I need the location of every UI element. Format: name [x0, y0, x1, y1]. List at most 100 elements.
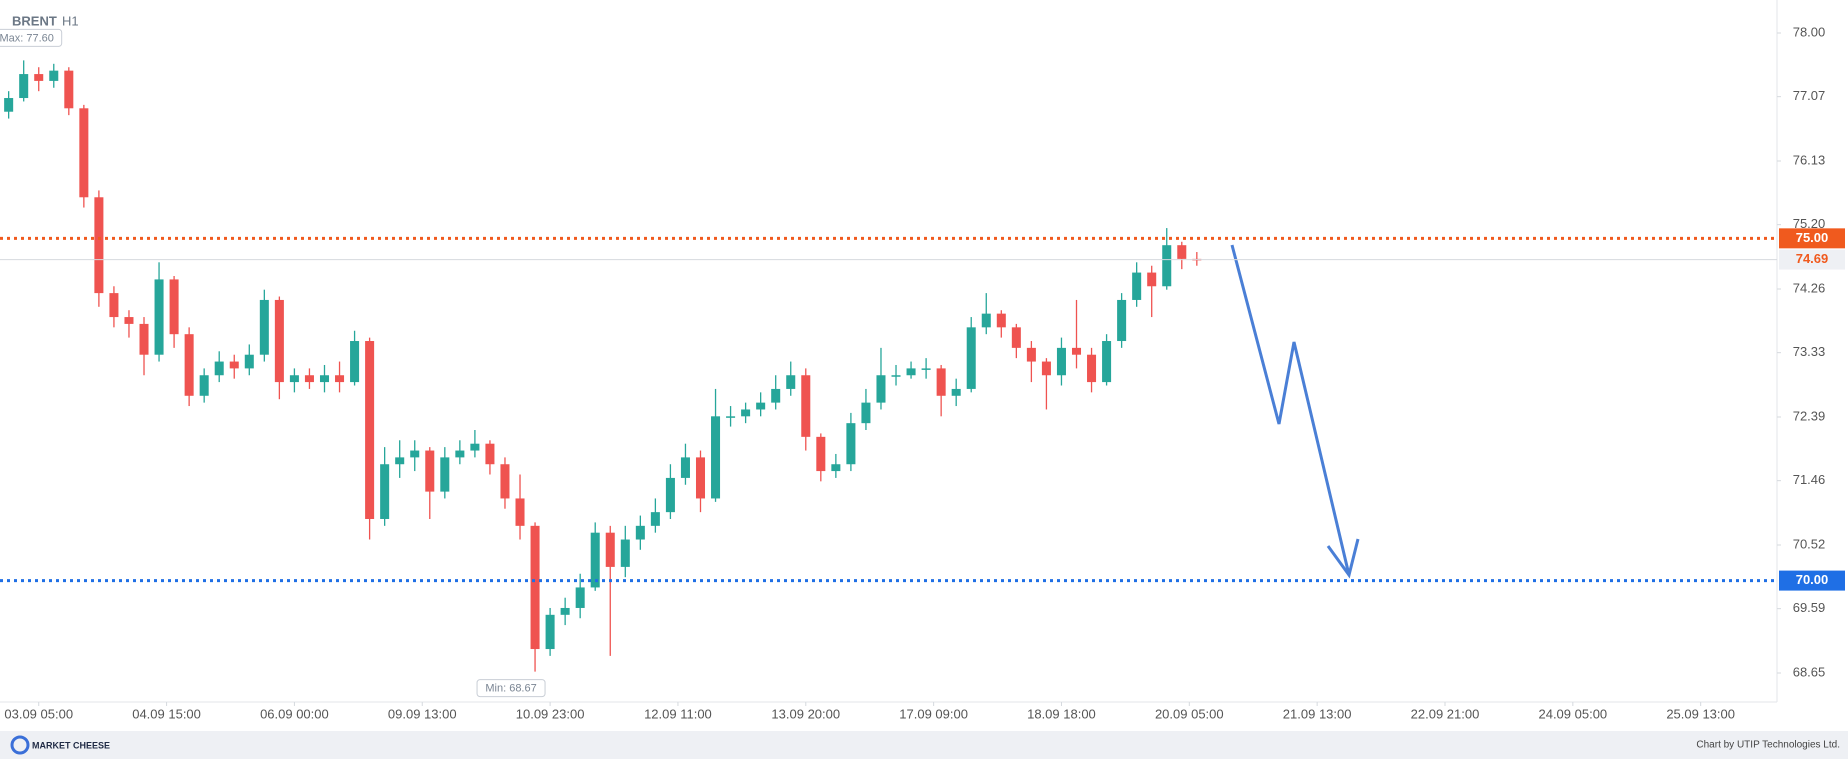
- x-tick-label: 13.09 20:00: [771, 706, 840, 721]
- candle-body: [350, 341, 360, 383]
- y-tick-label: 71.46: [1793, 472, 1826, 487]
- candle-body: [936, 368, 946, 396]
- level-label: 75.00: [1796, 230, 1829, 245]
- candle-body: [1132, 272, 1142, 300]
- chart-subtitle: H1: [62, 13, 79, 28]
- candle-body: [1041, 361, 1051, 376]
- chart-title: BRENT: [12, 13, 57, 28]
- candle-body: [19, 74, 29, 99]
- candle-body: [695, 457, 706, 499]
- candle-body: [906, 368, 916, 376]
- chart-background: [0, 0, 1848, 731]
- candle-body: [304, 375, 314, 383]
- candle-body: [635, 525, 645, 540]
- candles: [4, 60, 1202, 672]
- logo-icon: [10, 735, 30, 755]
- candle-body: [590, 532, 600, 588]
- candle-body: [274, 299, 284, 383]
- x-tick-label: 22.09 21:00: [1411, 706, 1480, 721]
- candle-body: [816, 436, 826, 472]
- level-label: 70.00: [1796, 572, 1829, 587]
- candle-body: [605, 532, 615, 567]
- x-tick-label: 06.09 00:00: [260, 706, 329, 721]
- candle-body: [199, 375, 209, 396]
- x-tick-label: 03.09 05:00: [4, 706, 73, 721]
- x-tick-label: 09.09 13:00: [388, 706, 457, 721]
- candle-body: [711, 416, 721, 499]
- candle-body: [1177, 245, 1187, 259]
- y-tick-label: 70.52: [1793, 536, 1826, 551]
- footer-credit: Chart by UTIP Technologies Ltd.: [1696, 740, 1840, 751]
- candle-body: [109, 293, 119, 318]
- candle-body: [831, 464, 841, 472]
- candle-body: [515, 498, 525, 526]
- level-box: [1779, 228, 1845, 249]
- candle-body: [214, 361, 224, 376]
- candle-body: [680, 457, 690, 478]
- candle-body: [380, 464, 390, 519]
- candle-body: [756, 402, 766, 410]
- candle-body: [560, 607, 570, 615]
- candle-body: [1162, 245, 1172, 287]
- candle-body: [335, 375, 345, 383]
- candle-body: [771, 388, 781, 403]
- y-tick-label: 74.26: [1793, 280, 1826, 295]
- y-tick-label: 78.00: [1793, 24, 1826, 39]
- x-tick-label: 24.09 05:00: [1538, 706, 1607, 721]
- candle-body: [665, 477, 675, 513]
- candle-body: [229, 361, 239, 369]
- candle-body: [455, 450, 465, 458]
- candle-body: [1071, 347, 1082, 355]
- candle-body: [981, 313, 991, 328]
- x-tick-label: 04.09 15:00: [132, 706, 201, 721]
- forecast-path: [1230, 244, 1351, 576]
- y-tick-label: 72.39: [1793, 408, 1826, 423]
- candle-body: [951, 388, 961, 396]
- max-label-box: [0, 28, 63, 47]
- candle-body: [1026, 347, 1036, 362]
- last-price-label: 74.69: [1796, 251, 1829, 266]
- min-label: Min: 68.67: [485, 683, 536, 695]
- candle-body: [79, 108, 89, 198]
- candle-body: [545, 614, 555, 650]
- candle-body: [650, 512, 660, 526]
- max-label: Max: 77.60: [0, 32, 54, 44]
- level-box: [1779, 570, 1845, 591]
- candle-body: [786, 375, 796, 389]
- candle-body: [726, 416, 736, 418]
- y-tick-label: 75.20: [1793, 216, 1826, 231]
- candle-body: [395, 457, 405, 465]
- min-label-box: [476, 679, 546, 698]
- candle-body: [410, 450, 420, 458]
- candle-body: [485, 443, 495, 465]
- candle-body: [741, 409, 751, 417]
- candle-body: [184, 334, 194, 396]
- candle-body: [139, 323, 149, 355]
- candle-body: [846, 423, 856, 465]
- y-tick-label: 73.33: [1793, 344, 1826, 359]
- y-tick-label: 69.59: [1793, 600, 1826, 615]
- x-tick-label: 21.09 13:00: [1283, 706, 1352, 721]
- candle-body: [154, 279, 164, 355]
- candle-body: [319, 375, 330, 383]
- y-tick-label: 77.07: [1793, 88, 1826, 103]
- footer-bar: [0, 731, 1848, 759]
- candle-body: [34, 74, 44, 81]
- x-tick-label: 20.09 05:00: [1155, 706, 1224, 721]
- candle-body: [996, 313, 1006, 328]
- candle-body: [500, 464, 510, 499]
- candle-body: [861, 402, 871, 424]
- candle-body: [575, 587, 585, 608]
- x-tick-label: 17.09 09:00: [899, 706, 968, 721]
- candle-body: [1102, 341, 1112, 383]
- candle-body: [425, 450, 435, 492]
- candle-body: [921, 368, 931, 370]
- candle-body: [49, 70, 59, 81]
- candle-body: [365, 341, 375, 519]
- candle-body: [891, 375, 901, 377]
- candle-body: [1011, 327, 1021, 348]
- candle-body: [289, 375, 299, 383]
- candle-body: [244, 354, 254, 369]
- candle-body: [1147, 272, 1157, 287]
